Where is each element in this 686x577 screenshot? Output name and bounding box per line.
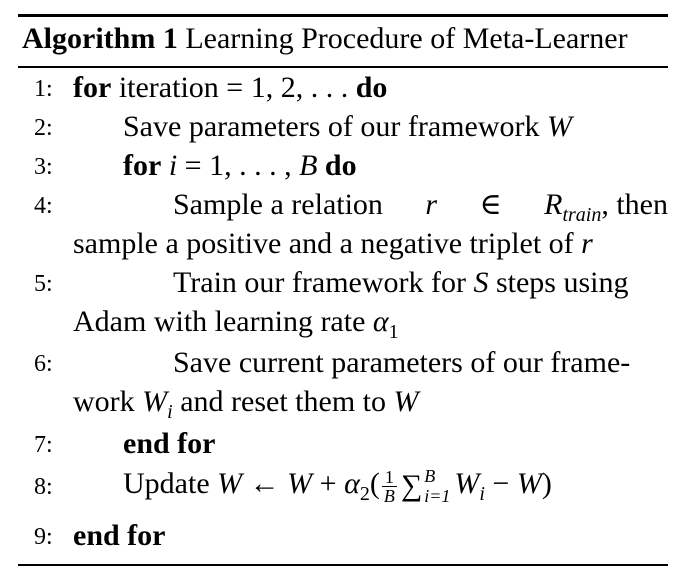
line-number: 3: (34, 154, 53, 180)
line-number: 4: (34, 193, 53, 219)
line-9: end for (73, 519, 166, 552)
sum-symbol: ∑ (400, 469, 423, 503)
line-5: Train our framework for S steps using (173, 266, 629, 299)
middle-rule (18, 66, 668, 68)
line-7: end for (123, 427, 216, 460)
line-6: Save current parameters of our frame- (173, 346, 631, 379)
top-rule (18, 14, 668, 17)
line-6-cont: work Wi and reset them to W (73, 385, 419, 423)
algorithm-label: Algorithm 1 (22, 22, 178, 55)
line-number: 9: (34, 524, 53, 550)
line-4-cont: sample a positive and a negative triplet… (73, 227, 593, 260)
line-number: 2: (34, 115, 53, 141)
line-number: 5: (34, 271, 53, 297)
line-2: Save parameters of our framework W (123, 110, 572, 143)
line-4: Sample a relation r ∈ Rtrain, then (173, 188, 668, 226)
algorithm-title: Learning Procedure of Meta-Learner (185, 22, 628, 55)
line-number: 7: (34, 432, 53, 458)
line-number: 8: (34, 474, 53, 500)
line-5-cont: Adam with learning rate α1 (73, 305, 399, 343)
line-number: 1: (34, 76, 53, 102)
line-1: for iteration = 1, 2, . . . do (73, 71, 388, 104)
line-3: for i = 1, . . . , B do (123, 149, 357, 182)
algorithm-caption: Algorithm 1 Learning Procedure of Meta-L… (22, 22, 628, 56)
bottom-rule (18, 564, 668, 566)
line-number: 6: (34, 351, 53, 377)
